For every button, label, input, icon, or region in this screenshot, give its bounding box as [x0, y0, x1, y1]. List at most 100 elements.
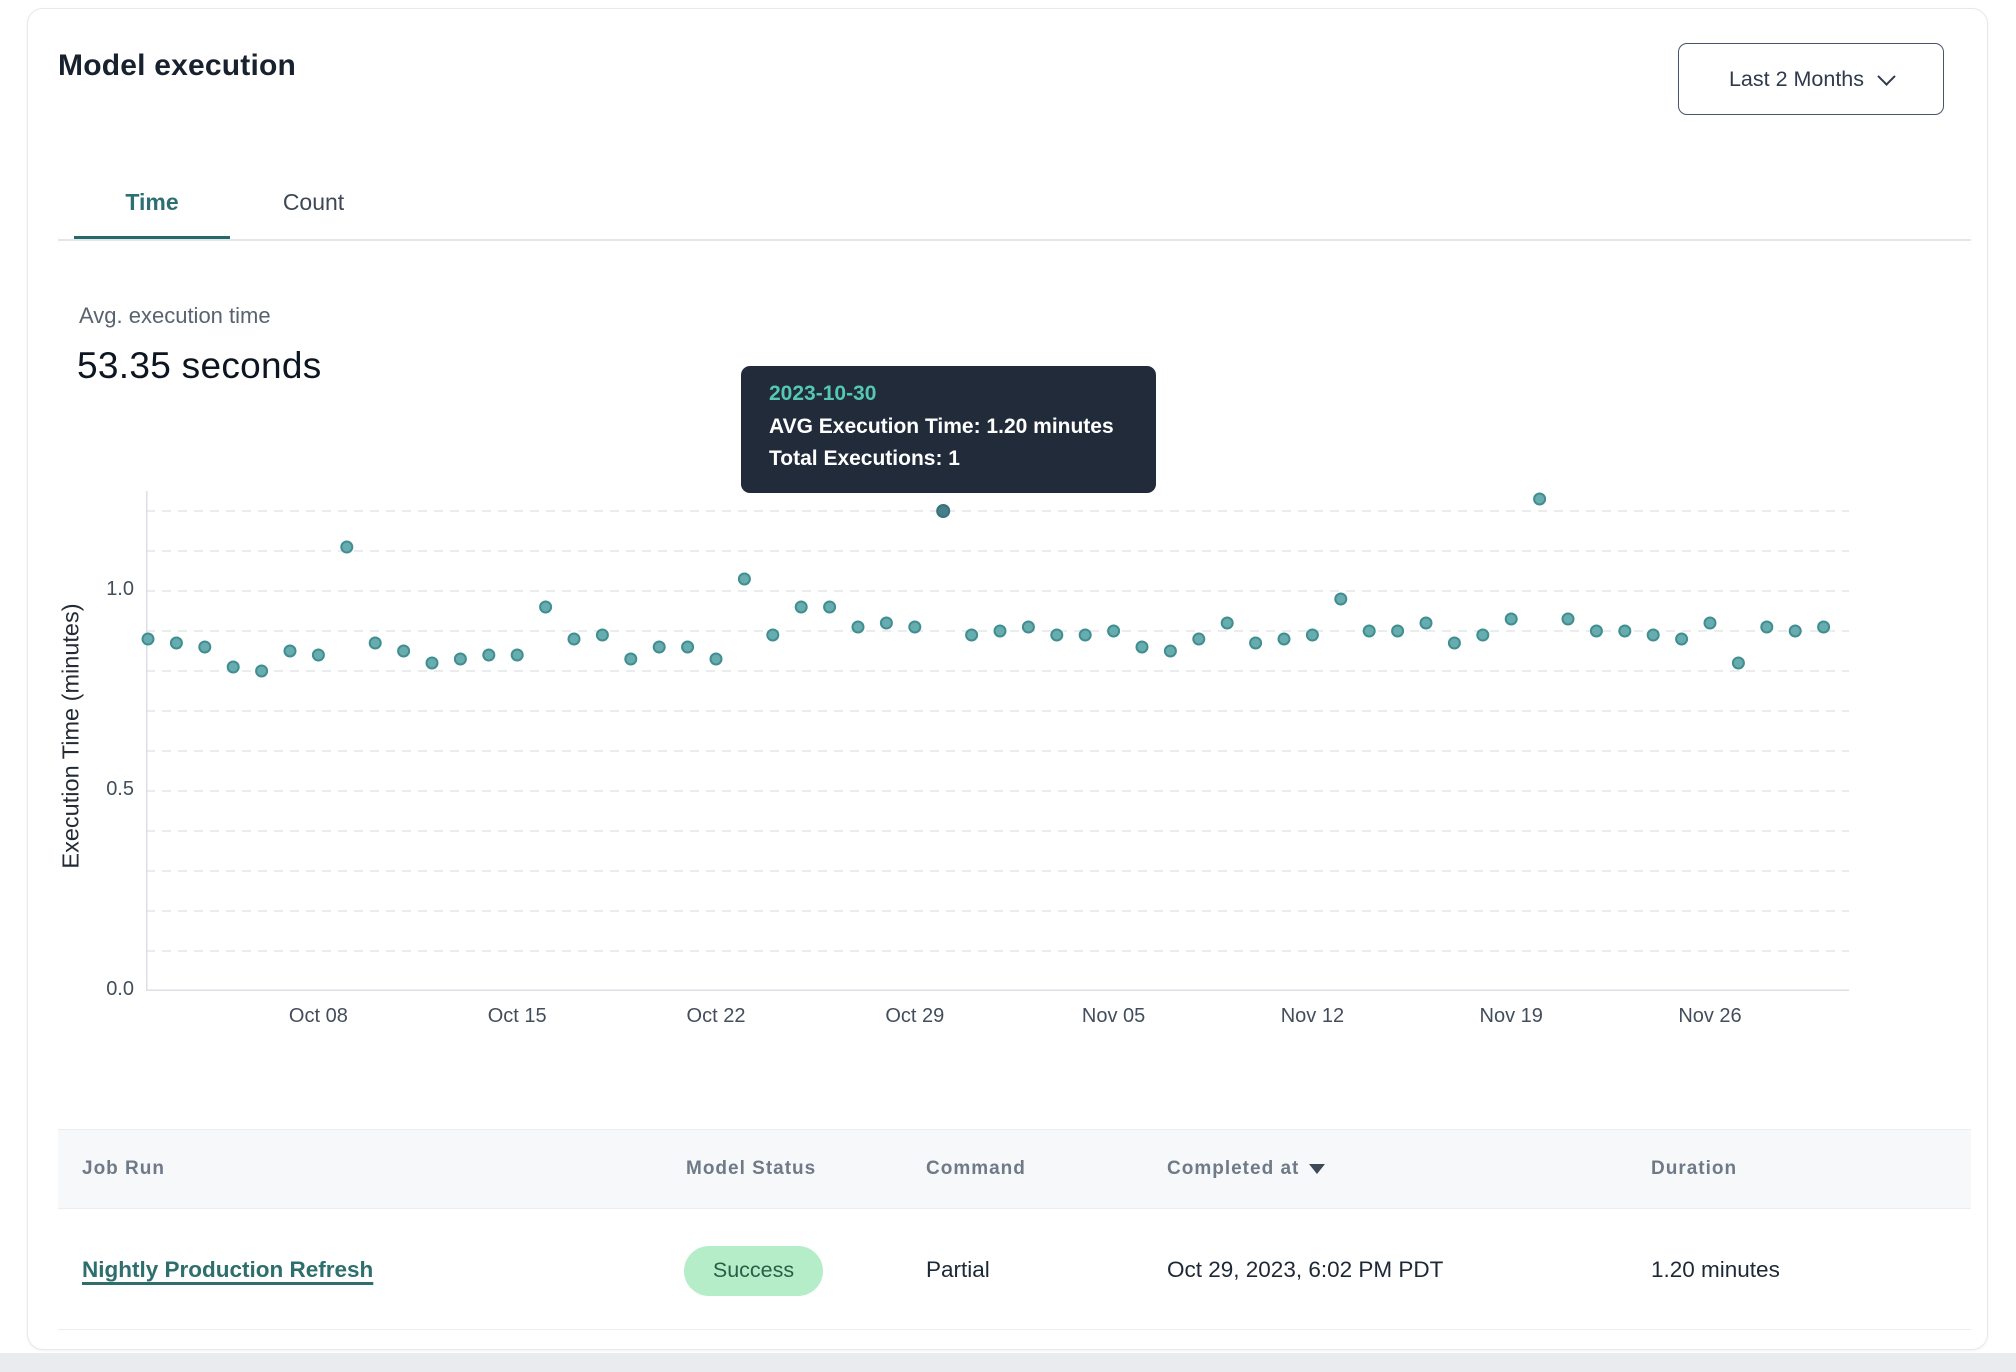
data-point[interactable] [283, 644, 297, 658]
data-point-highlighted[interactable] [936, 504, 951, 518]
data-point[interactable] [311, 648, 325, 662]
date-range-label: Last 2 Months [1728, 66, 1865, 91]
data-point[interactable] [397, 644, 411, 658]
data-point[interactable] [539, 600, 553, 614]
data-point[interactable] [1021, 620, 1035, 634]
table-row: Nightly Production Refresh Success Parti… [58, 1210, 1971, 1330]
data-point[interactable] [624, 652, 638, 666]
x-axis-tick-label: Nov 26 [1678, 1005, 1742, 1027]
data-point[interactable] [1362, 624, 1376, 638]
tooltip-date: 2023-10-30 [769, 382, 877, 405]
data-point[interactable] [1731, 656, 1745, 670]
y-axis-title: Execution Time (minutes) [57, 603, 84, 869]
data-point[interactable] [879, 616, 893, 630]
data-point[interactable] [1277, 632, 1291, 646]
column-header-command: Command [926, 1158, 1026, 1179]
data-point[interactable] [1817, 620, 1831, 634]
data-point[interactable] [766, 628, 780, 642]
column-header-model-status: Model Status [686, 1158, 817, 1179]
data-point[interactable] [1305, 628, 1319, 642]
active-tab-underline [74, 236, 230, 241]
x-axis-tick-label: Nov 05 [1081, 1005, 1146, 1027]
kpi-label: Avg. execution time [79, 303, 271, 328]
job-run-link[interactable]: Nightly Production Refresh [82, 1256, 374, 1282]
data-point[interactable] [340, 540, 354, 554]
x-axis-tick-label: Oct 29 [885, 1005, 945, 1027]
data-point[interactable] [510, 648, 524, 662]
y-axis-tick-label: 0.0 [106, 978, 134, 1000]
data-point[interactable] [737, 572, 751, 586]
data-point[interactable] [425, 656, 439, 670]
page-title: Model execution [58, 49, 297, 82]
data-point[interactable] [1504, 612, 1518, 626]
data-point[interactable] [1334, 592, 1348, 606]
data-point[interactable] [1646, 628, 1660, 642]
data-point[interactable] [1788, 624, 1802, 638]
data-point[interactable] [1447, 636, 1461, 650]
sort-desc-icon [1309, 1163, 1326, 1174]
data-point[interactable] [1220, 616, 1234, 630]
data-point[interactable] [1419, 616, 1433, 630]
completed-at-cell: Oct 29, 2023, 6:02 PM PDT [1167, 1256, 1444, 1282]
data-point[interactable] [1078, 628, 1092, 642]
x-axis-tick-label: Nov 12 [1280, 1005, 1345, 1027]
scatter-chart: 0.0 0.5 1.0 Oct 08 Oct 15 Oct 22 Oct 29 Nov 05 N… [106, 483, 1849, 1027]
x-axis-tick-label: Oct 15 [487, 1005, 547, 1027]
data-point[interactable] [198, 640, 212, 654]
data-point[interactable] [1107, 624, 1121, 638]
command-cell: Partial [926, 1256, 990, 1282]
table-header: Job Run Model Status Command Completed a… [58, 1129, 1971, 1209]
x-axis-tick-label: Oct 08 [288, 1005, 348, 1027]
y-axis-tick-label: 1.0 [106, 578, 134, 600]
data-point[interactable] [1050, 628, 1064, 642]
data-point[interactable] [1589, 624, 1603, 638]
data-point[interactable] [823, 600, 837, 614]
data-point[interactable] [482, 648, 496, 662]
data-point[interactable] [1476, 628, 1490, 642]
tab-time[interactable]: Time [125, 189, 179, 215]
data-point[interactable] [1391, 624, 1405, 638]
data-point[interactable] [1760, 620, 1774, 634]
y-axis-tick-label: 0.5 [106, 778, 134, 800]
model-execution-card: Model execution Last 2 Months Time Count… [27, 8, 1988, 1350]
data-point[interactable] [1533, 492, 1547, 506]
data-point[interactable] [1192, 632, 1206, 646]
data-point[interactable] [681, 640, 695, 654]
data-point[interactable] [567, 632, 581, 646]
date-range-dropdown[interactable]: Last 2 Months [1678, 43, 1944, 115]
x-axis-tick-label: Nov 19 [1479, 1005, 1543, 1027]
column-header-completed-at[interactable]: Completed at [1167, 1158, 1326, 1180]
data-point[interactable] [453, 652, 467, 666]
data-point[interactable] [1675, 632, 1689, 646]
data-point[interactable] [851, 620, 865, 634]
data-point[interactable] [1561, 612, 1575, 626]
tab-count[interactable]: Count [282, 189, 345, 215]
tooltip-avg-execution-time: AVG Execution Time: 1.20 minutes [769, 415, 1114, 438]
data-point[interactable] [368, 636, 382, 650]
data-point[interactable] [965, 628, 979, 642]
data-point[interactable] [908, 620, 922, 634]
data-point[interactable] [595, 628, 609, 642]
x-axis-tick-label: Oct 22 [686, 1005, 746, 1027]
data-point[interactable] [1163, 644, 1177, 658]
data-point[interactable] [169, 636, 183, 650]
tooltip-total-executions: Total Executions: 1 [769, 447, 960, 470]
data-point[interactable] [993, 624, 1007, 638]
kpi-value: 53.35 seconds [77, 345, 322, 386]
data-point[interactable] [141, 632, 155, 646]
data-point[interactable] [1135, 640, 1149, 654]
chart-canvas [141, 491, 1849, 991]
column-header-duration: Duration [1651, 1158, 1738, 1179]
chevron-down-icon [1877, 66, 1896, 86]
data-point[interactable] [255, 664, 269, 678]
data-point[interactable] [1703, 616, 1717, 630]
data-point[interactable] [709, 652, 723, 666]
data-point[interactable] [1249, 636, 1263, 650]
chart-tooltip: 2023-10-30 AVG Execution Time: 1.20 minu… [741, 366, 1156, 493]
duration-cell: 1.20 minutes [1651, 1256, 1780, 1282]
data-point[interactable] [226, 660, 240, 674]
data-point[interactable] [794, 600, 808, 614]
data-point[interactable] [1618, 624, 1632, 638]
data-point[interactable] [652, 640, 666, 654]
status-badge: Success [684, 1245, 823, 1296]
